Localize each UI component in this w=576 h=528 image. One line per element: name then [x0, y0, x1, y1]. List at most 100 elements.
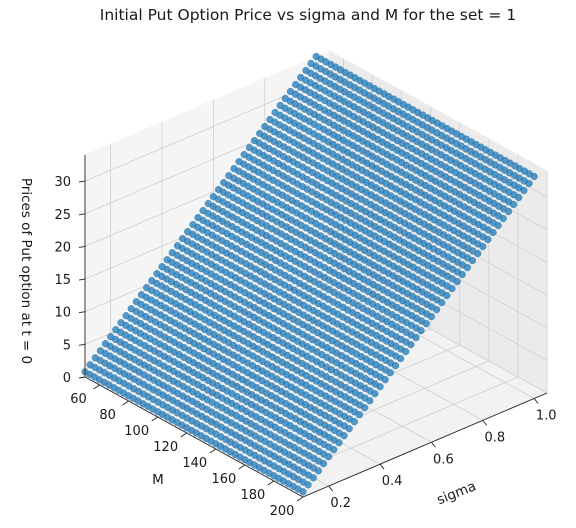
x-tick-label: 0.8	[484, 430, 505, 445]
z-tick-label: 30	[54, 175, 71, 190]
z-tick	[78, 213, 86, 216]
data-point	[448, 285, 456, 293]
data-point	[376, 383, 384, 391]
data-point	[386, 369, 394, 377]
y-axis-line	[84, 376, 304, 498]
data-point	[489, 228, 497, 237]
data-point	[438, 299, 446, 307]
data-point	[325, 453, 333, 461]
data-point	[304, 481, 312, 489]
axes: 0.2 0.4 0.6 0.8 1.0 60 80 100 120 140 160 180 200 0 5 1…	[54, 155, 557, 519]
data-point	[479, 242, 487, 251]
z-tick	[78, 180, 86, 183]
z-tick-label: 0	[63, 371, 71, 386]
grid-line-y	[244, 360, 490, 466]
data-point	[402, 348, 410, 356]
z-axis-label: Prices of Put option at t = 0	[18, 178, 34, 364]
data-point	[515, 193, 523, 202]
data-point	[391, 362, 400, 370]
data-point	[509, 200, 518, 209]
grid-line-z	[84, 174, 330, 280]
y-tick	[93, 384, 100, 390]
z-tick	[78, 278, 86, 281]
x-tick-label: 1.0	[536, 409, 557, 424]
data-point	[458, 271, 466, 279]
x-tick	[328, 485, 334, 492]
grid-line-z	[84, 76, 330, 182]
data-point	[468, 257, 477, 265]
chart-title: Initial Put Option Price vs sigma and M …	[100, 6, 516, 24]
data-point	[417, 327, 425, 335]
data-point	[504, 207, 513, 216]
y-tick	[267, 480, 275, 486]
y-tick-label: 100	[124, 424, 149, 439]
data-point	[361, 404, 369, 412]
data-point	[345, 425, 353, 433]
data-point	[350, 418, 359, 426]
data-point	[443, 292, 451, 300]
data-point	[299, 488, 307, 496]
data-point	[397, 355, 405, 363]
grid-line-y	[273, 376, 519, 482]
z-tick	[78, 376, 86, 379]
data-point	[407, 341, 415, 349]
y-tick-label: 180	[240, 488, 265, 503]
data-point	[355, 411, 364, 419]
z-tick-label: 25	[54, 208, 71, 223]
data-point	[427, 313, 436, 321]
data-point	[463, 264, 472, 272]
z-tick-label: 20	[54, 240, 71, 255]
y-tick-label: 160	[211, 472, 236, 487]
data-point	[525, 179, 533, 188]
data-point	[499, 214, 507, 223]
y-tick	[122, 400, 129, 406]
y-tick	[180, 432, 187, 438]
x-tick	[533, 398, 539, 404]
data-point	[530, 172, 538, 181]
z-tick	[78, 245, 86, 248]
data-point	[412, 334, 420, 342]
data-point	[453, 278, 461, 286]
z-tick-label: 15	[54, 273, 71, 288]
data-point	[520, 186, 528, 195]
x-axis-label: sigma	[435, 478, 479, 508]
x-tick	[431, 441, 436, 448]
x-axis-line	[302, 392, 548, 498]
data-point	[314, 467, 323, 475]
data-point	[309, 474, 317, 482]
x-tick-label: 0.4	[382, 474, 403, 489]
y-tick	[151, 416, 158, 422]
y-tick-label: 120	[153, 440, 178, 455]
x-tick	[482, 420, 488, 426]
y-tick-label: 80	[99, 408, 116, 423]
z-tick-label: 10	[54, 306, 71, 321]
z-tick	[78, 343, 86, 346]
y-tick	[238, 464, 246, 470]
y-tick-label: 140	[182, 456, 207, 471]
data-point	[494, 221, 502, 230]
data-point	[340, 432, 348, 440]
y-axis-label: M	[152, 472, 164, 488]
z-tick	[78, 311, 86, 314]
data-point	[433, 306, 441, 314]
data-points	[81, 52, 538, 496]
y-tick	[296, 496, 304, 502]
grid-line-z	[328, 76, 548, 198]
y-tick-label: 60	[70, 392, 87, 407]
data-point	[335, 439, 343, 447]
x-tick	[379, 463, 385, 470]
data-point	[381, 376, 389, 384]
x-tick-label: 0.6	[433, 452, 454, 467]
data-point	[484, 235, 492, 244]
data-point	[330, 446, 338, 454]
data-point	[371, 390, 379, 398]
y-tick-label: 200	[270, 504, 295, 519]
z-tick-label: 5	[63, 338, 71, 353]
data-point	[319, 460, 328, 468]
grid-line-x	[315, 278, 535, 399]
data-point	[366, 397, 374, 405]
x-tick-label: 0.2	[330, 496, 351, 511]
data-point	[422, 320, 430, 328]
y-tick	[209, 448, 217, 454]
